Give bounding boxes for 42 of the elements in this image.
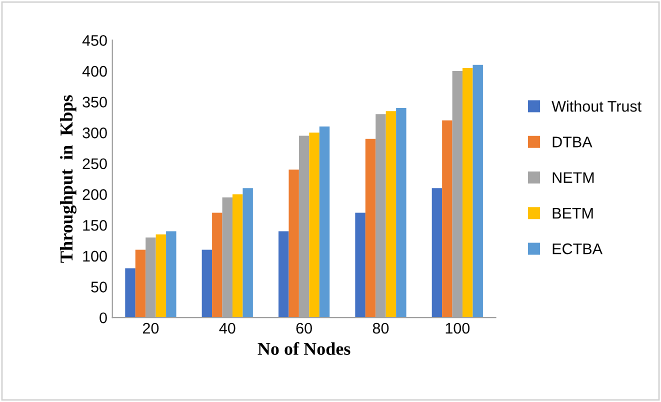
bar: [386, 111, 396, 318]
y-tick-label: 150: [83, 220, 107, 231]
bar: [396, 108, 406, 318]
y-tick-label: 50: [91, 282, 107, 292]
bar: [472, 64, 483, 318]
x-tick-label: 100: [446, 322, 470, 334]
bar: [232, 194, 243, 318]
x-tick-label: 20: [142, 322, 159, 334]
legend-label: ECTBA: [552, 243, 602, 254]
bar: [288, 170, 299, 318]
y-tick-label: 100: [83, 250, 107, 262]
bar: [319, 126, 330, 318]
bar: [355, 212, 366, 318]
legend-label: BETM: [552, 208, 593, 218]
bar: [242, 188, 253, 318]
bar: [125, 268, 136, 318]
x-tick-label: 80: [372, 322, 389, 334]
x-axis-title: No of Nodes: [258, 342, 350, 355]
bar: [432, 188, 442, 318]
y-tick-label: 300: [82, 128, 107, 138]
y-tick-label: 200: [82, 189, 107, 200]
y-tick-label: 450: [82, 35, 107, 46]
bar: [365, 138, 376, 318]
bar: [156, 234, 166, 318]
bar: [442, 120, 452, 318]
legend-label: NETM: [552, 172, 594, 183]
bar: [135, 250, 146, 318]
x-tick-label: 60: [296, 322, 312, 334]
bar: [309, 132, 320, 318]
bar: [166, 231, 176, 318]
legend-label: Without Trust: [552, 100, 642, 112]
bar: [202, 250, 212, 318]
bar: [212, 212, 222, 318]
y-tick-label: 250: [82, 158, 107, 170]
x-tick-label: 40: [219, 322, 236, 334]
y-axis-title: Throughput in Kbps: [60, 95, 76, 263]
y-tick-label: 0: [100, 312, 107, 324]
bar: [278, 231, 289, 318]
y-tick-label: 400: [82, 66, 107, 77]
legend-label: DTBA: [552, 136, 592, 148]
y-tick-label: 350: [82, 96, 107, 108]
bar: [462, 68, 473, 318]
